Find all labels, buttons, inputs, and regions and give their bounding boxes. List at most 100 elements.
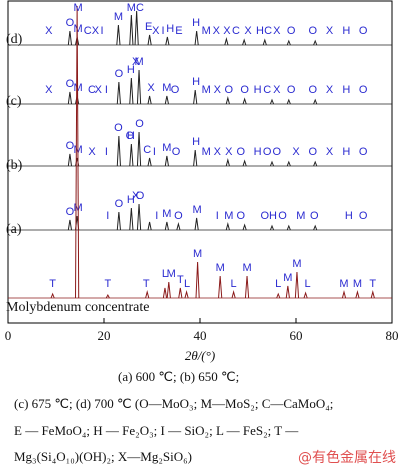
- peak: [129, 207, 134, 231]
- peak-label: X: [214, 84, 222, 96]
- peak-label: M: [202, 146, 211, 158]
- peak-label: H: [192, 76, 200, 88]
- peak-label: H: [166, 23, 174, 35]
- peak-label: M: [216, 262, 225, 274]
- peak-label: O: [172, 146, 181, 158]
- peak-label: H: [127, 194, 135, 206]
- peak: [225, 96, 230, 105]
- peak: [75, 5, 80, 299]
- peak: [341, 290, 347, 299]
- peak: [286, 39, 291, 46]
- series-label: (a): [6, 222, 22, 237]
- peak: [194, 217, 199, 231]
- peak-label: C: [263, 84, 271, 96]
- peak-label: X: [326, 146, 334, 158]
- plot-frame: [7, 0, 393, 324]
- peak-label: X: [152, 25, 160, 37]
- peak: [218, 275, 223, 299]
- peak: [147, 221, 152, 231]
- peak-label: O: [174, 210, 183, 222]
- peak-label: M: [127, 2, 136, 14]
- series-label: (d): [6, 32, 23, 47]
- peak: [262, 38, 267, 46]
- peak: [224, 37, 229, 46]
- peak-label: M: [162, 208, 171, 220]
- peak: [136, 131, 142, 167]
- peak-label: M: [242, 262, 251, 274]
- peak: [147, 34, 152, 46]
- peak-label: I: [105, 146, 108, 158]
- peak: [129, 14, 134, 46]
- x-tick-label: 60: [290, 328, 303, 343]
- peak-label: T: [143, 278, 150, 290]
- peak-label: O: [359, 84, 368, 96]
- peak: [165, 36, 170, 46]
- peak: [67, 91, 73, 105]
- peak-label: H: [192, 136, 200, 148]
- peak-label: M: [353, 278, 362, 290]
- peak: [269, 224, 275, 231]
- peak-label: T: [369, 278, 376, 290]
- peak-label: M: [162, 82, 171, 94]
- peak-label: O: [237, 146, 246, 158]
- peak-label: O: [309, 84, 318, 96]
- peak-label: M: [134, 56, 143, 68]
- peak: [129, 143, 134, 167]
- caption-line: Mg₃(Si₄O₁₀)(OH)₂; X—Mg₂SiO₆): [14, 449, 192, 464]
- x-tick-label: 0: [5, 328, 12, 343]
- peak-label: M: [193, 248, 202, 260]
- peak: [231, 290, 236, 299]
- peak-label: C: [88, 84, 96, 96]
- peak-label: I: [105, 84, 108, 96]
- x-tick-label: 20: [98, 328, 111, 343]
- peak-label: X: [225, 146, 233, 158]
- peak-label: O: [114, 122, 123, 134]
- peak: [195, 261, 200, 299]
- peak: [269, 98, 275, 105]
- peak: [242, 38, 247, 46]
- peak-label: H: [345, 210, 353, 222]
- peak-label: H: [254, 146, 262, 158]
- peak-label: I: [162, 25, 165, 37]
- peak-label: T: [177, 274, 184, 286]
- peak: [242, 223, 247, 231]
- series-label: Molybdenum concentrate: [6, 300, 149, 315]
- peak: [225, 158, 230, 167]
- peak-label: O: [115, 68, 124, 80]
- peak-label: I: [106, 210, 109, 222]
- peak: [286, 160, 291, 167]
- peak: [276, 292, 281, 299]
- x-tick-label: 80: [386, 328, 399, 343]
- series-label: (c): [6, 94, 22, 109]
- peak: [136, 69, 142, 105]
- peak: [193, 149, 198, 167]
- peak: [50, 292, 55, 299]
- peak-label: M: [283, 272, 292, 284]
- peak-label: H: [342, 25, 350, 37]
- peak-label: M: [73, 2, 82, 14]
- peak-label: O: [273, 146, 282, 158]
- peak-label: O: [359, 210, 368, 222]
- peak-label: L: [231, 278, 237, 290]
- peak: [193, 89, 198, 105]
- peak-label: X: [326, 25, 334, 37]
- peak: [242, 159, 247, 167]
- peak-label: O: [66, 140, 75, 152]
- peak-label: E: [175, 25, 182, 37]
- peak-label: L: [162, 268, 168, 280]
- peak: [129, 77, 134, 105]
- peak: [313, 160, 318, 167]
- peak-label: O: [278, 210, 287, 222]
- peak-label: X: [214, 146, 222, 158]
- peak-label: M: [162, 142, 171, 154]
- peak-label: M: [193, 204, 202, 216]
- peak-label: O: [287, 25, 296, 37]
- peak: [116, 81, 121, 105]
- peak-label: O: [66, 17, 75, 29]
- peak-label: O: [309, 25, 318, 37]
- peak-label: X: [273, 25, 281, 37]
- peak-label: C: [143, 144, 151, 156]
- peak-label: L: [304, 278, 310, 290]
- peak-label: X: [273, 84, 281, 96]
